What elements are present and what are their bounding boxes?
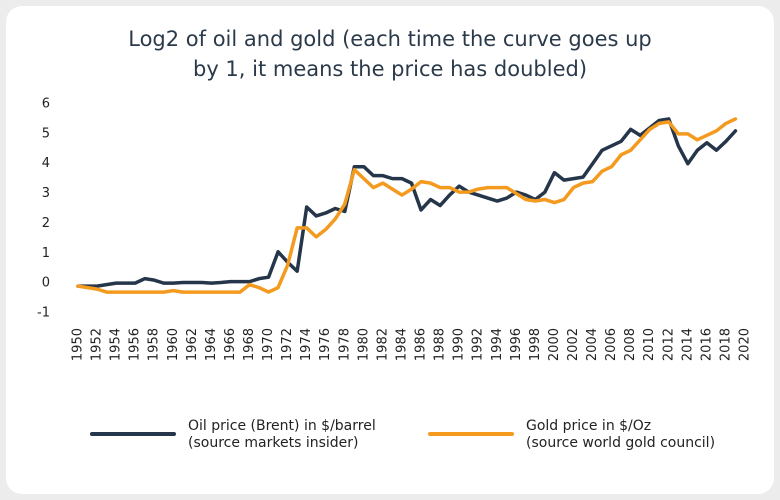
x-tick-label: 2018 xyxy=(718,328,733,361)
x-tick-label: 1956 xyxy=(128,328,143,361)
y-tick-label: 1 xyxy=(42,246,50,261)
x-tick-label: 2010 xyxy=(642,328,657,361)
legend-label: Oil price (Brent) in $/barrel (source ma… xyxy=(188,418,376,451)
x-tick-label: 1980 xyxy=(356,328,371,361)
x-tick-label: 2016 xyxy=(699,328,714,361)
x-tick-label: 1966 xyxy=(223,328,238,361)
legend-swatch xyxy=(90,432,176,436)
x-tick-label: 1964 xyxy=(204,328,219,361)
x-tick-label: 1954 xyxy=(109,328,124,361)
x-tick-label: 1970 xyxy=(261,328,276,361)
x-tick-label: 1998 xyxy=(528,328,543,361)
x-tick-label: 1978 xyxy=(337,328,352,361)
y-tick-label: 4 xyxy=(42,156,50,171)
x-tick-label: 1982 xyxy=(375,328,390,361)
series-line xyxy=(76,117,738,288)
y-tick-label: 0 xyxy=(42,276,50,291)
x-tick-label: 1984 xyxy=(394,328,409,361)
y-tick-label: -1 xyxy=(37,306,50,321)
y-tick-label: 2 xyxy=(42,216,50,231)
card xyxy=(6,6,774,494)
x-tick-label: 2008 xyxy=(623,328,638,361)
x-tick-label: 1958 xyxy=(147,328,162,361)
x-tick-label: 1996 xyxy=(509,328,524,361)
x-tick-label: 1960 xyxy=(166,328,181,361)
x-tick-label: 2014 xyxy=(680,328,695,361)
x-tick-label: 1976 xyxy=(318,328,333,361)
legend-label: Gold price in $/Oz (source world gold co… xyxy=(526,418,716,451)
legend-item: Gold price in $/Oz (source world gold co… xyxy=(428,418,715,452)
legend-swatch xyxy=(428,432,514,436)
x-tick-label: 1974 xyxy=(299,328,314,361)
x-tick-label: 1972 xyxy=(280,328,295,361)
x-tick-label: 2012 xyxy=(661,328,676,361)
x-tick-label: 1992 xyxy=(471,328,486,361)
y-tick-label: 3 xyxy=(42,186,50,201)
x-tick-label: 2000 xyxy=(547,328,562,361)
x-tick-label: 1962 xyxy=(185,328,200,361)
x-tick-label: 1950 xyxy=(71,328,86,361)
y-tick-label: 6 xyxy=(42,97,50,112)
x-tick-label: 1994 xyxy=(490,328,505,361)
x-tick-label: 2006 xyxy=(604,328,619,361)
x-tick-label: 1990 xyxy=(452,328,467,361)
x-tick-label: 1968 xyxy=(242,328,257,361)
x-tick-label: 2020 xyxy=(738,328,753,361)
chart-title: Log2 of oil and gold (each time the curv… xyxy=(128,27,652,81)
x-tick-label: 1988 xyxy=(433,328,448,361)
series-line xyxy=(76,117,738,294)
x-tick-label: 2004 xyxy=(585,328,600,361)
legend-item: Oil price (Brent) in $/barrel (source ma… xyxy=(90,418,376,452)
x-tick-label: 2002 xyxy=(566,328,581,361)
x-tick-label: 1986 xyxy=(414,328,429,361)
x-tick-label: 1952 xyxy=(90,328,105,361)
y-tick-label: 5 xyxy=(42,126,50,141)
